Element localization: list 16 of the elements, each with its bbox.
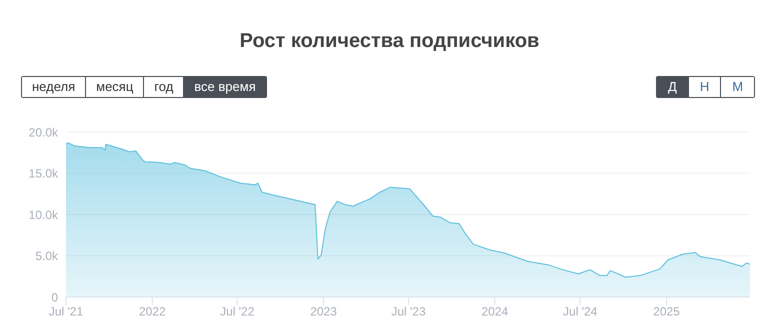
- interval-selector: Д Н М: [656, 76, 756, 98]
- x-tick-label: 2024: [481, 304, 508, 319]
- y-tick-label: 0: [51, 290, 58, 304]
- y-tick-label: 10.0k: [28, 208, 59, 222]
- y-tick-label: 20.0k: [28, 125, 59, 140]
- x-tick-label: Jul '23: [391, 304, 426, 319]
- x-tick-label: 2022: [138, 304, 166, 319]
- period-selector: неделя месяц год все время: [21, 76, 267, 98]
- y-tick-label: 5.0k: [35, 249, 59, 264]
- x-tick-label: 2025: [653, 304, 680, 319]
- chart-title: Рост количества подписчиков: [238, 30, 540, 53]
- x-tick-label: Jul '21: [48, 304, 84, 319]
- y-tick-label: 15.0k: [28, 166, 59, 181]
- x-tick-label: 2023: [310, 304, 338, 319]
- x-tick-label: Jul '22: [220, 304, 255, 319]
- x-tick-label: Jul '24: [563, 304, 598, 319]
